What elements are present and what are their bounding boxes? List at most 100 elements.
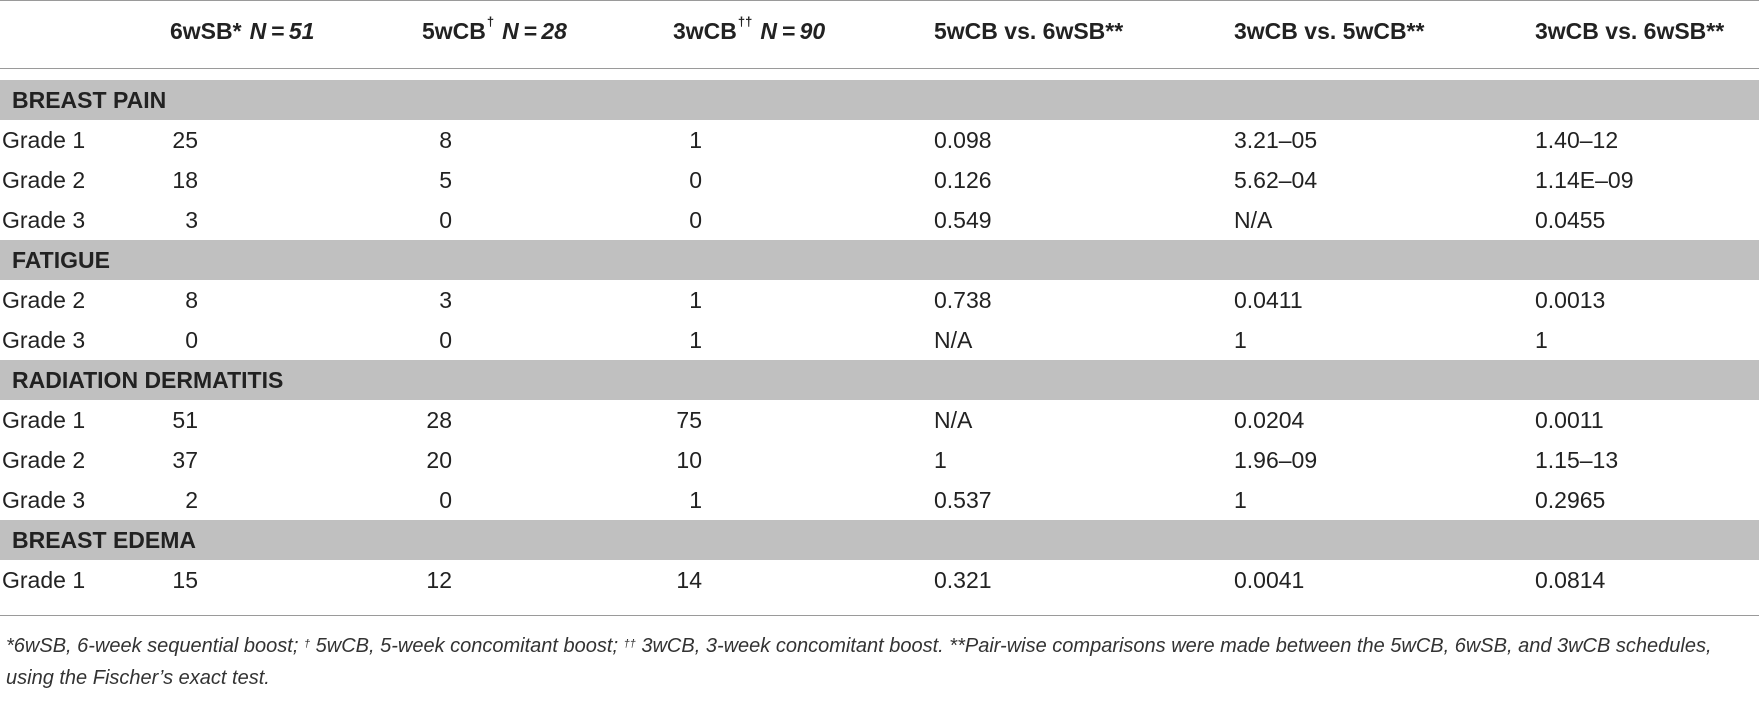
table-cell: 0.0455 (1535, 207, 1606, 233)
footnote-sup1: † (303, 638, 311, 650)
table-cell: 3 (185, 207, 198, 233)
table-cell: 1 (1234, 487, 1247, 513)
section-title: FATIGUE (12, 247, 110, 273)
table-cell: 10 (676, 447, 702, 473)
table-cell: 0 (185, 327, 198, 353)
table-cell: 1.14E–09 (1535, 167, 1634, 193)
header-3wcb-vs-5wcb: 3wCB vs. 5wCB** (1234, 18, 1425, 44)
table-cell: 0.321 (934, 567, 992, 593)
table-row: Grade 2 37 20 10 1 1.96–09 1.15–13 (0, 440, 1759, 480)
table-cell: 1.15–13 (1535, 447, 1619, 473)
table-cell: 0 (689, 207, 702, 233)
footnote-part3: 3wCB, 3-week concomitant boost. **Pair-w… (6, 635, 1712, 689)
table-row: Grade 1 51 28 75 N/A 0.0204 0.0011 (0, 400, 1759, 440)
table-cell: 0.549 (934, 207, 992, 233)
table-cell: 51 (172, 407, 198, 433)
row-label: Grade 3 (2, 207, 86, 233)
table-cell: 5.62–04 (1234, 167, 1318, 193)
table-cell: 0.126 (934, 167, 992, 193)
header-5wcb-sup: † (486, 14, 495, 29)
table-row: Grade 3 3 0 0 0.549 N/A 0.0455 (0, 200, 1759, 240)
section-header: BREAST EDEMA (0, 520, 1759, 560)
table-cell: 0 (439, 327, 452, 353)
table-cell: 0.0204 (1234, 407, 1305, 433)
table-cell: 1 (689, 127, 702, 153)
table-header-row: 6wSB* N = 51 5wCB† N = 28 3wCB†† N = 90 5wC… (0, 0, 1759, 66)
table-cell: 0.0041 (1234, 567, 1305, 593)
table-cell: 1 (1234, 327, 1247, 353)
table-cell: 3.21–05 (1234, 127, 1318, 153)
table-cell: 15 (172, 567, 198, 593)
section-header: BREAST PAIN (0, 80, 1759, 120)
table-cell: 12 (426, 567, 452, 593)
table-cell: 1 (689, 287, 702, 313)
table-cell: 0 (439, 207, 452, 233)
table-cell: 1.96–09 (1234, 447, 1318, 473)
header-6wsb-label: 6wSB* (170, 18, 242, 44)
table-cell: 0 (439, 487, 452, 513)
header-6wsb-n: N = 51 (249, 18, 315, 44)
table-cell: 1 (689, 487, 702, 513)
table-cell: 0.0814 (1535, 567, 1606, 593)
table-cell: 1.40–12 (1535, 127, 1619, 153)
table-cell: 20 (426, 447, 452, 473)
table-cell: 5 (439, 167, 452, 193)
row-label: Grade 2 (2, 167, 86, 193)
table-row: Grade 3 0 0 1 N/A 1 1 (0, 320, 1759, 360)
header-5wcb: 5wCB† N = 28 (422, 14, 567, 45)
table-cell: 0.537 (934, 487, 992, 513)
header-3wcb-sup: †† (737, 14, 753, 29)
table-cell: 0.738 (934, 287, 992, 313)
table-cell: 0.2965 (1535, 487, 1606, 513)
table-cell: 75 (676, 407, 702, 433)
row-label: Grade 2 (2, 287, 86, 313)
table-cell: 37 (172, 447, 198, 473)
table-row: Grade 2 8 3 1 0.738 0.0411 0.0013 (0, 280, 1759, 320)
section-header: FATIGUE (0, 240, 1759, 280)
footnote-sup2: †† (623, 638, 636, 650)
table-cell: N/A (934, 407, 973, 433)
table-cell: 28 (426, 407, 452, 433)
table-cell: 3 (439, 287, 452, 313)
table-cell: 8 (439, 127, 452, 153)
table-row: Grade 3 2 0 1 0.537 1 0.2965 (0, 480, 1759, 520)
header-3wcb: 3wCB†† N = 90 (673, 14, 826, 45)
table-cell: 8 (185, 287, 198, 313)
table-cell: 0.0013 (1535, 287, 1606, 313)
table-cell: N/A (1234, 207, 1273, 233)
table-cell: 0 (689, 167, 702, 193)
row-label: Grade 1 (2, 407, 86, 433)
table-cell: 18 (172, 167, 198, 193)
table-cell: 1 (689, 327, 702, 353)
header-5wcb-n: N = 28 (502, 18, 567, 44)
table-cell: 14 (676, 567, 702, 593)
row-label: Grade 3 (2, 327, 86, 353)
table-footnote: *6wSB, 6-week sequential boost; † 5wCB, … (6, 630, 1746, 694)
row-label: Grade 1 (2, 127, 86, 153)
table-row: Grade 2 18 5 0 0.126 5.62–04 1.14E–09 (0, 160, 1759, 200)
table-cell: 0.0411 (1234, 287, 1303, 313)
section-title: RADIATION DERMATITIS (12, 367, 284, 393)
header-3wcb-label: 3wCB (673, 18, 737, 44)
table-row: Grade 1 25 8 1 0.098 3.21–05 1.40–12 (0, 120, 1759, 160)
table-cell: 25 (172, 127, 198, 153)
table-cell: 1 (934, 447, 947, 473)
table-cell: 0.0011 (1535, 407, 1604, 433)
footnote-part2: 5wCB, 5-week concomitant boost; (310, 635, 624, 657)
header-6wsb: 6wSB* N = 51 (170, 18, 314, 45)
section-title: BREAST EDEMA (12, 527, 197, 553)
section-header: RADIATION DERMATITIS (0, 360, 1759, 400)
row-label: Grade 1 (2, 567, 86, 593)
header-5wcb-label: 5wCB (422, 18, 486, 44)
table-cell: 2 (185, 487, 198, 513)
table-cell: N/A (934, 327, 973, 353)
table-top-rule (0, 0, 1759, 1)
table-cell: 0.098 (934, 127, 992, 153)
footnote-part1: *6wSB, 6-week sequential boost; (6, 635, 304, 657)
header-3wcb-n: N = 90 (760, 18, 826, 44)
table-cell: 1 (1535, 327, 1548, 353)
table-bottom-rule (0, 615, 1759, 616)
section-title: BREAST PAIN (12, 87, 167, 113)
table-row: Grade 1 15 12 14 0.321 0.0041 0.0814 (0, 560, 1759, 600)
header-3wcb-vs-6wsb: 3wCB vs. 6wSB** (1535, 18, 1725, 44)
